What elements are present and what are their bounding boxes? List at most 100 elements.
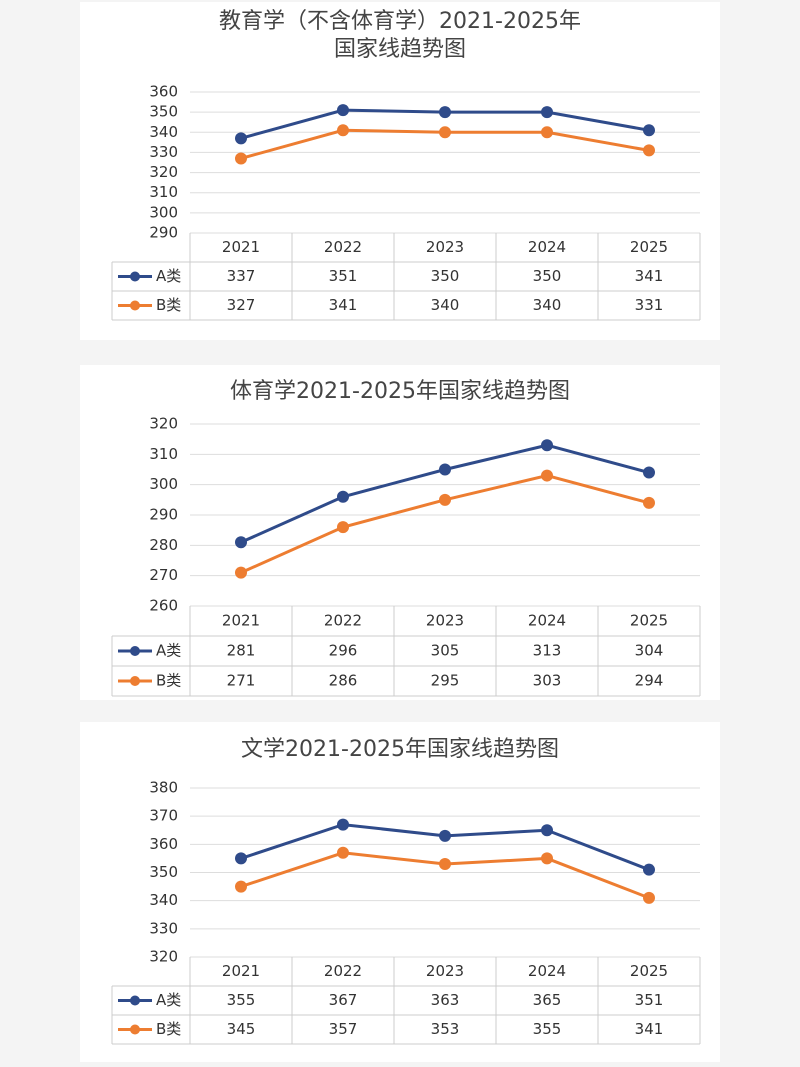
legend-marker bbox=[130, 300, 140, 311]
x-tick-label: 2025 bbox=[630, 962, 668, 980]
legend-label: B类 bbox=[156, 1020, 181, 1038]
point bbox=[337, 521, 349, 534]
legend-marker bbox=[130, 995, 140, 1006]
y-tick-label: 330 bbox=[149, 143, 178, 161]
panel bbox=[80, 2, 720, 340]
x-tick-label: 2023 bbox=[426, 962, 464, 980]
point bbox=[643, 144, 655, 157]
point bbox=[541, 469, 553, 482]
x-tick-label: 2023 bbox=[426, 238, 464, 256]
table-value: 294 bbox=[635, 672, 664, 690]
table-value: 351 bbox=[635, 991, 664, 1009]
x-tick-label: 2024 bbox=[528, 612, 566, 630]
point bbox=[439, 126, 451, 139]
point bbox=[643, 124, 655, 137]
point bbox=[337, 818, 349, 831]
point bbox=[643, 863, 655, 876]
y-tick-label: 360 bbox=[149, 835, 178, 853]
table-value: 313 bbox=[533, 642, 562, 660]
table-value: 286 bbox=[329, 672, 358, 690]
x-tick-label: 2024 bbox=[528, 962, 566, 980]
legend-marker bbox=[130, 676, 140, 686]
table-value: 350 bbox=[533, 267, 562, 285]
table-value: 337 bbox=[227, 267, 256, 285]
panel bbox=[80, 365, 720, 700]
y-tick-label: 260 bbox=[149, 597, 178, 615]
table-value: 353 bbox=[431, 1020, 460, 1038]
point bbox=[235, 536, 247, 549]
y-tick-label: 310 bbox=[149, 183, 178, 201]
y-tick-label: 320 bbox=[149, 163, 178, 181]
x-tick-label: 2021 bbox=[222, 612, 260, 630]
point bbox=[337, 124, 349, 137]
x-tick-label: 2022 bbox=[324, 612, 362, 630]
point bbox=[541, 824, 553, 837]
legend-label: A类 bbox=[156, 642, 181, 660]
x-tick-label: 2021 bbox=[222, 962, 260, 980]
point bbox=[235, 132, 247, 145]
y-tick-label: 280 bbox=[149, 536, 178, 554]
y-tick-label: 320 bbox=[149, 415, 178, 433]
legend-marker bbox=[130, 271, 140, 282]
point bbox=[541, 852, 553, 865]
y-tick-label: 350 bbox=[149, 103, 178, 121]
point bbox=[541, 439, 553, 452]
legend-marker bbox=[130, 646, 140, 656]
point bbox=[235, 880, 247, 893]
point bbox=[439, 493, 451, 506]
y-tick-label: 320 bbox=[149, 948, 178, 966]
table-value: 304 bbox=[635, 642, 664, 660]
x-tick-label: 2022 bbox=[324, 962, 362, 980]
table-value: 345 bbox=[227, 1020, 256, 1038]
chart-subtitle: 国家线趋势图 bbox=[334, 37, 466, 62]
table-value: 365 bbox=[533, 991, 562, 1009]
point bbox=[439, 858, 451, 871]
table-value: 305 bbox=[431, 642, 460, 660]
table-value: 340 bbox=[431, 296, 460, 314]
y-tick-label: 310 bbox=[149, 445, 178, 463]
y-tick-label: 290 bbox=[149, 224, 178, 242]
y-tick-label: 340 bbox=[149, 891, 178, 909]
table-value: 331 bbox=[635, 296, 664, 314]
point bbox=[439, 829, 451, 842]
y-tick-label: 340 bbox=[149, 123, 178, 141]
point bbox=[643, 496, 655, 509]
point bbox=[439, 463, 451, 476]
y-tick-label: 300 bbox=[149, 475, 178, 493]
legend-label: B类 bbox=[156, 296, 181, 314]
table-value: 355 bbox=[533, 1020, 562, 1038]
point bbox=[643, 466, 655, 479]
y-tick-label: 350 bbox=[149, 863, 178, 881]
table-value: 303 bbox=[533, 672, 562, 690]
point bbox=[235, 152, 247, 165]
table-value: 350 bbox=[431, 267, 460, 285]
x-tick-label: 2025 bbox=[630, 612, 668, 630]
point bbox=[541, 126, 553, 139]
legend-label: B类 bbox=[156, 672, 181, 690]
chart-title: 文学2021-2025年国家线趋势图 bbox=[241, 737, 559, 762]
y-tick-label: 300 bbox=[149, 203, 178, 221]
chart-title: 教育学（不含体育学）2021-2025年 bbox=[219, 9, 581, 34]
x-tick-label: 2025 bbox=[630, 238, 668, 256]
legend-label: A类 bbox=[156, 267, 181, 285]
table-value: 295 bbox=[431, 672, 460, 690]
legend-label: A类 bbox=[156, 991, 181, 1009]
chart-title: 体育学2021-2025年国家线趋势图 bbox=[230, 379, 570, 404]
table-value: 296 bbox=[329, 642, 358, 660]
x-tick-label: 2023 bbox=[426, 612, 464, 630]
table-value: 281 bbox=[227, 642, 256, 660]
point bbox=[337, 490, 349, 503]
y-tick-label: 380 bbox=[149, 779, 178, 797]
table-value: 355 bbox=[227, 991, 256, 1009]
table-value: 367 bbox=[329, 991, 358, 1009]
panel bbox=[80, 722, 720, 1062]
table-value: 351 bbox=[329, 267, 358, 285]
table-value: 341 bbox=[635, 267, 664, 285]
point bbox=[337, 104, 349, 117]
point bbox=[337, 846, 349, 859]
table-value: 357 bbox=[329, 1020, 358, 1038]
point bbox=[439, 106, 451, 119]
table-value: 340 bbox=[533, 296, 562, 314]
y-tick-label: 270 bbox=[149, 566, 178, 584]
